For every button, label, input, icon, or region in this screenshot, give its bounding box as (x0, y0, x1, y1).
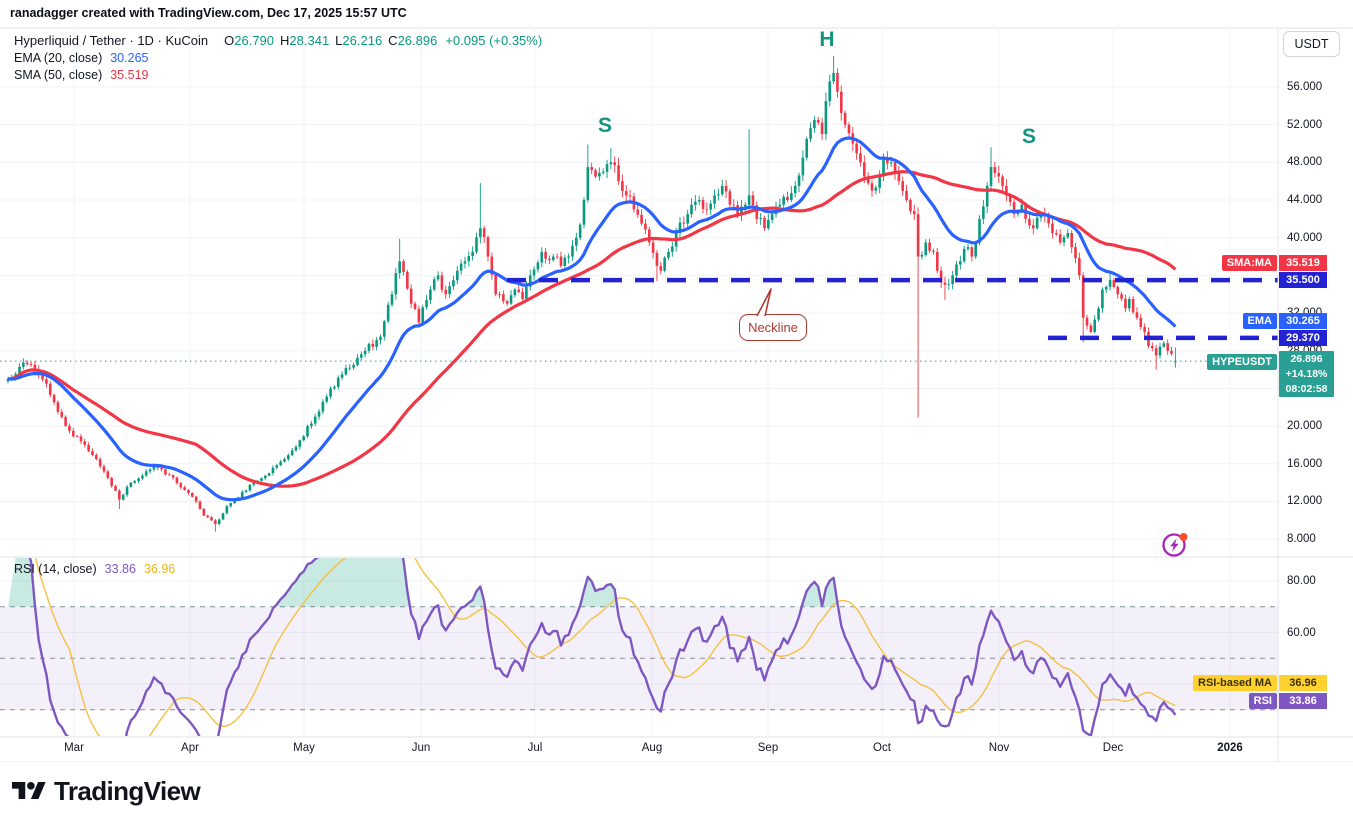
currency-toggle-button[interactable]: USDT (1283, 31, 1340, 57)
price-tick-12.000: 12.000 (1287, 495, 1323, 508)
left-shoulder-marker: S (597, 114, 613, 137)
high-label: H (280, 33, 290, 48)
support-axis-value: 29.370 (1279, 330, 1327, 346)
symbol-axis-tag: HYPEUSDT (1207, 354, 1277, 370)
chart-legend: Hyperliquid / Tether · 1D · KuCoin O26.79… (14, 33, 542, 82)
rsi-tick-80.00: 80.00 (1287, 575, 1316, 587)
rsi-axis-tag: RSI (1248, 692, 1277, 709)
price-tick-8.000: 8.000 (1287, 533, 1316, 546)
tradingview-wordmark: TradingView (54, 776, 201, 806)
rsi-legend-value: 33.86 (104, 562, 136, 576)
low-value: 26.216 (342, 33, 383, 48)
ema-axis-tag: EMA (1242, 313, 1277, 329)
tradingview-footer-logo[interactable]: TradingView (12, 776, 201, 807)
neckline-callout[interactable]: Neckline (739, 314, 807, 341)
ema-legend-name: EMA (20, close) (14, 51, 103, 65)
rsi-axis-value: 33.86 (1279, 692, 1327, 709)
open-label: O (224, 33, 235, 48)
time-axis-label-mar: Mar (64, 742, 84, 754)
rsi-ma-legend-value: 36.96 (143, 562, 176, 576)
rsi-legend-row[interactable]: RSI (14, close) 33.86 36.96 (14, 562, 175, 576)
symbol-title: Hyperliquid / Tether · 1D · KuCoin (14, 33, 209, 48)
time-axis-label-aug: Aug (641, 742, 663, 754)
time-axis-label-year: 2026 (1217, 742, 1243, 754)
price-tick-20.000: 20.000 (1287, 420, 1323, 433)
attribution-text: ranadagger created with TradingView.com,… (10, 6, 407, 20)
time-axis-label-jul: Jul (527, 742, 543, 754)
symbol-legend-row[interactable]: Hyperliquid / Tether · 1D · KuCoin O26.79… (14, 33, 542, 48)
rsi-tick-60.00: 60.00 (1287, 626, 1316, 639)
change-value: +0.095 (+0.35%) (445, 33, 543, 48)
head-marker: H (819, 28, 835, 51)
price-tick-16.000: 16.000 (1287, 457, 1323, 470)
time-axis-label-apr: Apr (181, 742, 199, 754)
time-axis-label-oct: Oct (873, 742, 891, 754)
neckline-axis-value: 35.500 (1279, 272, 1327, 288)
neckline-callout-tail (756, 288, 772, 317)
close-value: 26.896 (397, 33, 438, 48)
price-tick-48.000: 48.000 (1287, 156, 1323, 169)
time-axis-label-nov: Nov (988, 742, 1010, 754)
sma-axis-value: 35.519 (1279, 255, 1327, 271)
bar-countdown: 08:02:58 (1285, 383, 1328, 395)
price-tick-40.000: 40.000 (1287, 231, 1323, 244)
time-axis-label-dec: Dec (1102, 742, 1124, 754)
time-axis-label-jun: Jun (411, 742, 431, 754)
sma-axis-tag: SMA:MA (1221, 255, 1277, 271)
sma-legend-name: SMA (50, close) (14, 68, 103, 82)
current-price-value: 26.896 (1290, 353, 1323, 365)
time-axis-label-may: May (293, 742, 315, 754)
current-price-axis-block: 26.896 +14.18% 08:02:58 (1279, 351, 1334, 397)
rsi-legend-name: RSI (14, close) (14, 562, 97, 576)
current-change-value: +14.18% (1285, 368, 1328, 380)
flash-boost-icon[interactable] (1159, 529, 1191, 561)
low-label: L (335, 33, 343, 48)
close-label: C (388, 33, 398, 48)
time-axis-label-sep: Sep (757, 742, 779, 754)
sma-legend-row[interactable]: SMA (50, close) 35.519 (14, 68, 542, 82)
high-value: 28.341 (289, 33, 330, 48)
right-shoulder-marker: S (1021, 125, 1037, 148)
ema-legend-row[interactable]: EMA (20, close) 30.265 (14, 51, 542, 65)
open-value: 26.790 (234, 33, 275, 48)
price-tick-56.000: 56.000 (1287, 81, 1323, 93)
price-tick-44.000: 44.000 (1287, 194, 1323, 207)
price-chart-canvas[interactable] (0, 0, 1353, 762)
ema-legend-value: 30.265 (110, 51, 149, 65)
rsi-ma-axis-value: 36.96 (1279, 675, 1327, 691)
price-tick-52.000: 52.000 (1287, 118, 1323, 131)
rsi-ma-axis-tag: RSI-based MA (1193, 675, 1277, 691)
sma-legend-value: 35.519 (110, 68, 149, 82)
ema-axis-value: 30.265 (1279, 313, 1327, 329)
tradingview-logo-icon (12, 782, 46, 800)
